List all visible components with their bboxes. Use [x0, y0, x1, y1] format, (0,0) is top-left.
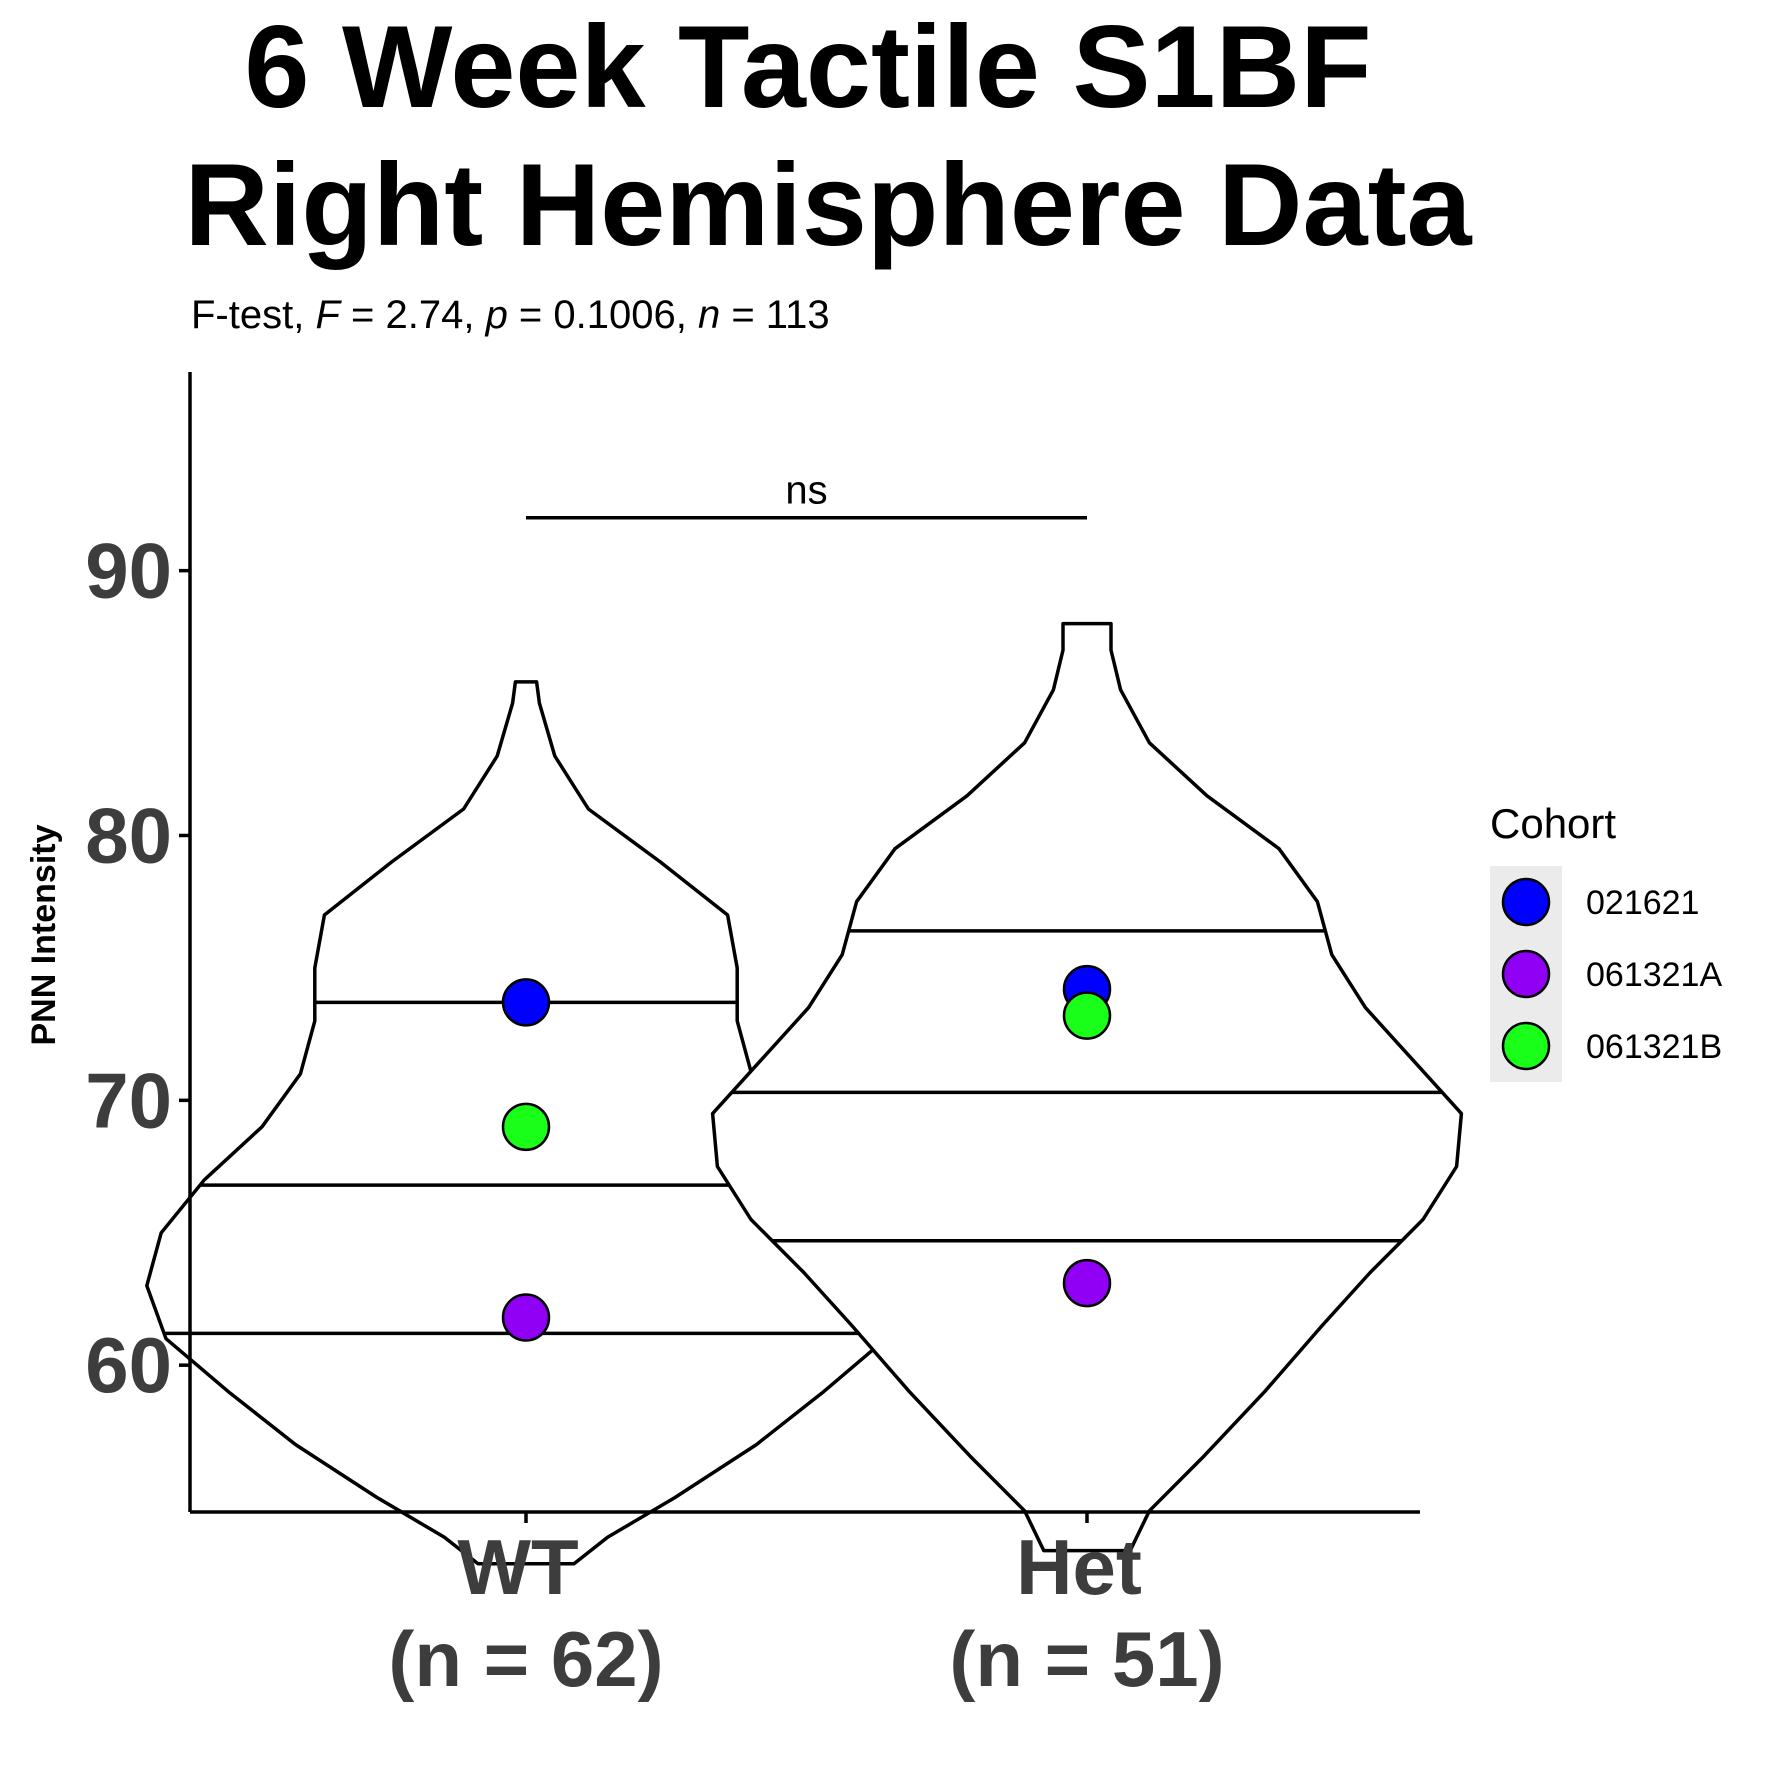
chart-subtitle: F-test, F = 2.74, p = 0.1006, n = 113 — [191, 293, 830, 337]
chart-title-line-2: Right Hemisphere Data — [184, 139, 1472, 270]
point-wt-061321a — [501, 1293, 551, 1342]
legend-swatch-061321b — [1501, 1021, 1551, 1071]
violin-het — [710, 621, 1464, 1553]
point-wt-021621 — [501, 978, 551, 1027]
legend-label-061321a: 061321A — [1586, 956, 1722, 994]
point-wt-061321b — [501, 1102, 551, 1152]
x-tick-label-wt: WT — [457, 1523, 578, 1611]
legend-swatch-021621 — [1501, 877, 1551, 927]
subtitle-n-value: = 113 — [720, 293, 829, 337]
x-tick-count-het: (n = 51) — [949, 1615, 1224, 1703]
y-tick-label-70: 70 — [85, 1056, 172, 1144]
significance-label: ns — [785, 469, 827, 513]
y-axis-label: PNN Intensity — [25, 824, 63, 1045]
legend: Cohort 021621 061321A 061321B — [1490, 800, 1722, 1082]
point-het-061321a — [1062, 1258, 1112, 1308]
x-tick-label-het: Het — [1016, 1523, 1142, 1611]
subtitle-f-value: = 2.74, — [340, 293, 486, 337]
subtitle-p-symbol: p — [485, 293, 508, 337]
axes-layer: 60 70 80 90 WT(n = 62) Het(n = 51) — [85, 372, 1420, 1703]
y-tick-label-60: 60 — [85, 1321, 172, 1409]
chart-title-line-1: 6 Week Tactile S1BF — [244, 1, 1371, 132]
significance-bracket: ns — [526, 469, 1087, 520]
subtitle-f-symbol: F — [315, 293, 342, 337]
violins-layer — [145, 621, 1464, 1566]
legend-label-061321b: 061321B — [1586, 1028, 1722, 1066]
subtitle-n-symbol: n — [698, 293, 720, 337]
points-layer — [501, 964, 1112, 1342]
legend-title: Cohort — [1490, 800, 1616, 847]
x-tick-count-wt: (n = 62) — [388, 1615, 663, 1703]
legend-label-021621: 021621 — [1586, 884, 1699, 922]
y-tick-label-90: 90 — [85, 527, 172, 615]
legend-swatch-061321a — [1501, 949, 1551, 999]
subtitle-prefix: F-test, — [191, 293, 315, 337]
point-het-061321b — [1062, 991, 1112, 1040]
subtitle-p-value: = 0.1006, — [508, 293, 698, 337]
y-tick-label-80: 80 — [85, 792, 172, 880]
